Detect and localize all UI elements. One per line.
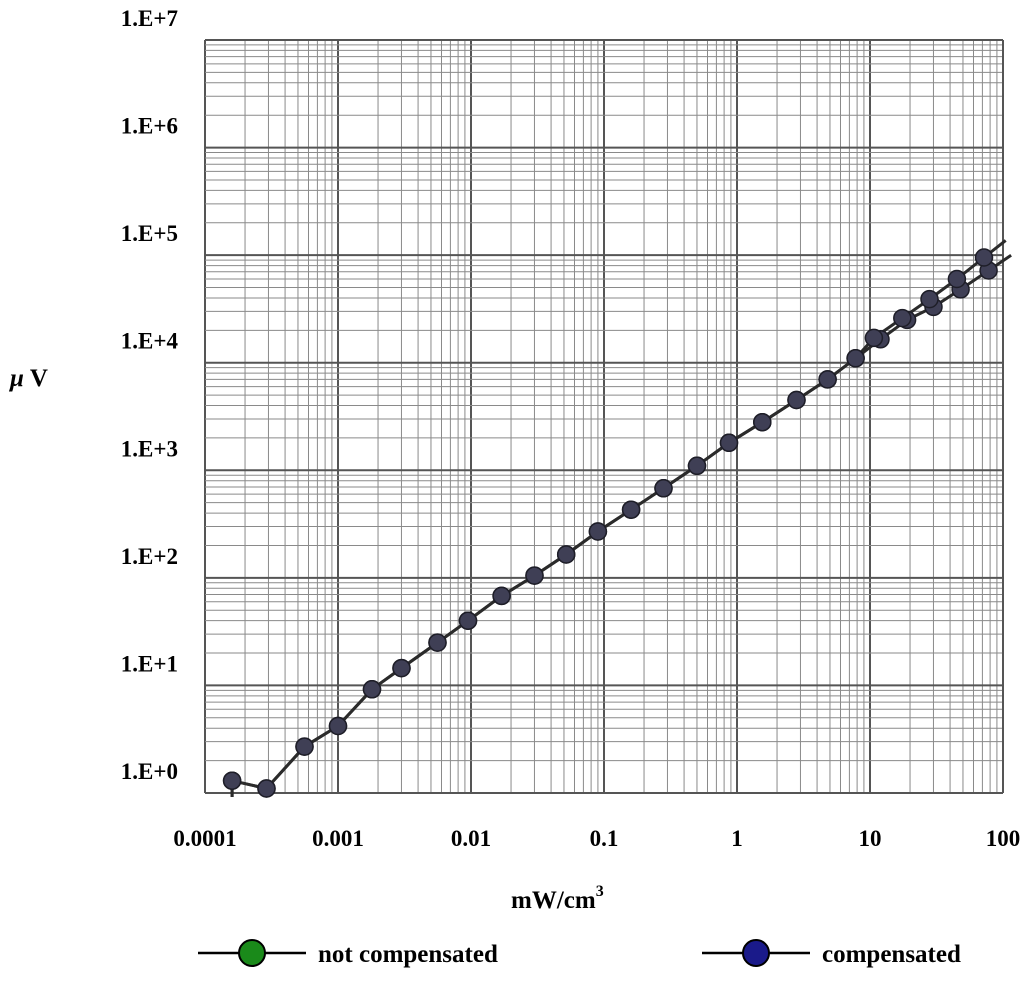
data-point-compensated xyxy=(428,633,447,652)
y-tick-label: 1.E+6 xyxy=(121,114,178,139)
data-point-compensated xyxy=(654,479,673,498)
data-point-compensated xyxy=(787,390,806,410)
data-point-compensated xyxy=(492,586,511,606)
x-tick-label: 0.0001 xyxy=(173,826,236,851)
y-tick-label: 1.E+3 xyxy=(121,436,178,461)
x-tick-label: 0.01 xyxy=(451,826,491,851)
data-point-compensated xyxy=(818,370,837,389)
data-point-compensated xyxy=(392,658,411,678)
y-tick-label: 1.E+7 xyxy=(121,6,178,31)
x-tick-label: 1 xyxy=(731,826,743,851)
x-axis-superscript: 3 xyxy=(596,883,604,900)
y-tick-label: 1.E+1 xyxy=(121,651,178,676)
data-point-compensated xyxy=(458,611,478,630)
x-tick-label: 0.1 xyxy=(590,826,619,851)
data-points xyxy=(222,248,998,798)
data-point-compensated xyxy=(222,771,242,790)
data-point-compensated xyxy=(362,680,382,699)
y-axis-symbol: μ xyxy=(8,365,24,392)
data-point-compensated xyxy=(920,289,939,309)
x-tick-label: 0.001 xyxy=(312,826,364,851)
y-tick-label: 1.E+0 xyxy=(121,759,178,784)
x-tick-label: 100 xyxy=(986,826,1021,851)
data-point-compensated xyxy=(753,412,772,432)
data-point-compensated xyxy=(846,349,865,368)
legend-item-not-compensated: not compensated xyxy=(198,939,498,968)
data-point-compensated xyxy=(588,522,608,541)
grid xyxy=(204,39,1004,794)
data-point-compensated xyxy=(719,433,739,453)
y-tick-label: 1.E+4 xyxy=(121,329,179,354)
data-point-compensated xyxy=(328,716,348,736)
data-point-compensated xyxy=(621,500,641,519)
y-tick-label: 1.E+2 xyxy=(121,544,178,569)
data-point-compensated xyxy=(864,328,884,348)
legend-marker-not-compensated xyxy=(238,939,266,967)
data-point-compensated xyxy=(525,566,544,585)
legend-label-not-compensated: not compensated xyxy=(318,941,498,968)
data-point-compensated xyxy=(687,456,707,476)
y-axis-unit: V xyxy=(30,365,48,392)
series-line-compensated xyxy=(230,239,1007,797)
legend-item-compensated: compensated xyxy=(702,939,961,968)
x-axis-unit: mW/cm xyxy=(511,887,596,914)
legend-marker-compensated xyxy=(742,939,770,967)
x-tick-label: 10 xyxy=(859,826,882,851)
curves xyxy=(230,239,1012,797)
data-point-compensated xyxy=(947,269,967,289)
legend: not compensated compensated xyxy=(198,939,961,968)
data-point-compensated xyxy=(257,779,276,798)
y-tick-labels: 1.E+0 1.E+1 1.E+2 1.E+3 1.E+4 1.E+5 1.E+6 1.E+7 xyxy=(121,6,179,784)
data-point-compensated xyxy=(556,545,576,564)
data-point-compensated xyxy=(893,308,912,328)
x-axis-title: mW/cm3 xyxy=(511,883,604,914)
data-point-compensated xyxy=(295,737,314,756)
y-tick-label: 1.E+5 xyxy=(121,221,178,246)
data-point-compensated xyxy=(974,248,994,267)
legend-label-compensated: compensated xyxy=(822,941,961,968)
x-tick-labels: 0.0001 0.001 0.01 0.1 1 10 100 xyxy=(173,826,1020,851)
